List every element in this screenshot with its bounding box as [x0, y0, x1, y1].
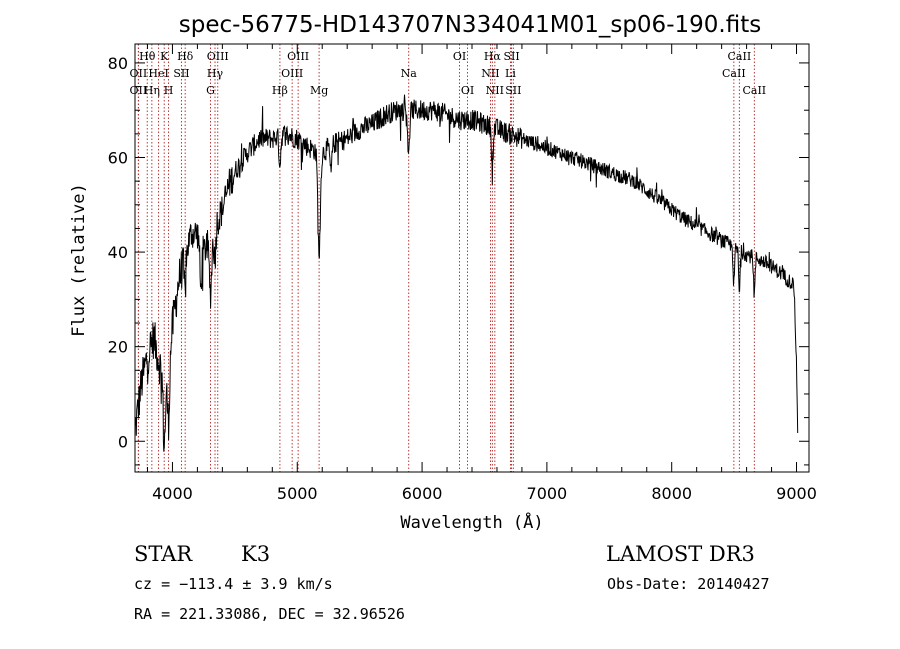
line-label-1: OII: [130, 67, 148, 80]
line-label-27: CaII: [742, 84, 766, 97]
line-label-8: Hδ: [177, 50, 194, 63]
y-tick-label-60: 60: [108, 149, 128, 168]
x-tick-label-9000: 9000: [776, 484, 817, 503]
plot-frame: [134, 43, 810, 473]
y-axis-label: Flux (relative): [69, 183, 89, 337]
redshift-text: cz = −113.4 ± 3.9 km/s: [134, 575, 333, 593]
y-tick-label-20: 20: [108, 338, 128, 357]
y-tick-label-40: 40: [108, 243, 128, 262]
line-label-3: Hη: [144, 84, 160, 97]
spectrum-line: [134, 94, 799, 452]
x-tick-label-8000: 8000: [651, 484, 692, 503]
line-label-25: CaII: [728, 50, 752, 63]
x-tick-label-4000: 4000: [152, 484, 193, 503]
line-label-18: OI: [461, 84, 474, 97]
chart-title: spec-56775-HD143707N334041M01_sp06-190.f…: [179, 12, 761, 38]
line-label-24: SII: [505, 84, 521, 97]
line-label-21: NII: [486, 84, 504, 97]
y-axis-ticks: 0 20 40 60 80: [108, 54, 809, 466]
line-label-4: K: [160, 50, 169, 63]
line-label-5: HeI: [148, 67, 168, 80]
x-tick-label-7000: 7000: [527, 484, 568, 503]
line-label-15: Mg: [310, 84, 328, 97]
line-label-22: SII: [503, 50, 519, 63]
line-label-26: CaII: [722, 67, 746, 80]
object-subclass: K3: [241, 542, 270, 566]
line-label-16: Na: [401, 67, 418, 80]
line-label-7: SII: [173, 67, 189, 80]
x-tick-label-5000: 5000: [277, 484, 318, 503]
y-tick-label-80: 80: [108, 54, 128, 73]
line-label-19: Hα: [484, 50, 502, 63]
line-label-9: OIII: [207, 50, 229, 63]
line-label-20: NII: [481, 67, 499, 80]
line-label-23: Li: [505, 67, 516, 80]
x-tick-label-6000: 6000: [402, 484, 443, 503]
line-label-0: Hθ: [139, 50, 156, 63]
y-tick-label-0: 0: [118, 432, 128, 451]
line-label-6: H: [164, 84, 174, 97]
coordinates-text: RA = 221.33086, DEC = 32.96526: [134, 605, 405, 623]
line-label-2: OII: [130, 84, 148, 97]
line-label-14: OIII: [287, 50, 309, 63]
object-class: STAR: [134, 542, 193, 566]
line-label-13: OIII: [281, 67, 303, 80]
obs-date-text: Obs-Date: 20140427: [607, 575, 770, 593]
survey-name: LAMOST DR3: [606, 542, 755, 566]
x-axis-label: Wavelength (Å): [400, 511, 543, 533]
line-label-11: G: [206, 84, 215, 97]
x-axis-ticks: 4000 5000 6000 7000 8000 9000: [146, 44, 817, 503]
spectral-line-markers: [137, 44, 755, 472]
line-label-12: Hβ: [272, 84, 288, 97]
line-label-10: Hγ: [207, 67, 224, 80]
line-label-17: OI: [453, 50, 466, 63]
